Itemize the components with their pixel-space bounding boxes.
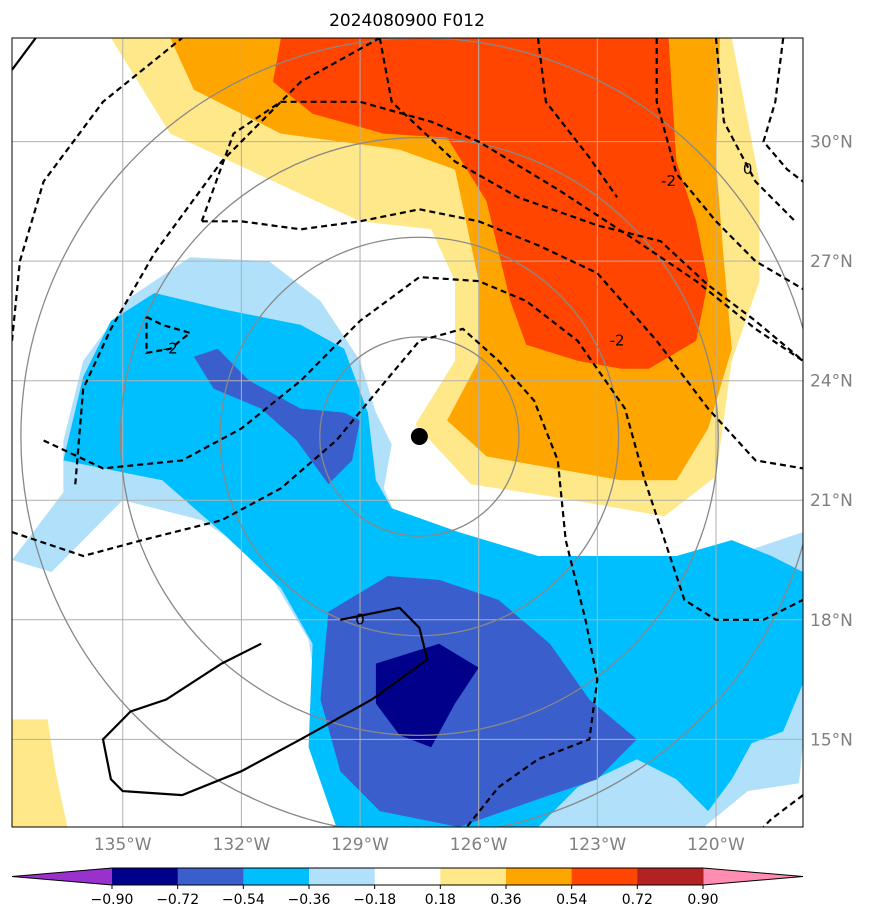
- fill-region-8: [375, 643, 479, 748]
- colorbar: −0.90 −0.72 −0.54 −0.36 −0.18 0.18 0.36 0.54 0.7…: [11, 867, 804, 908]
- shaded-fields: [12, 38, 803, 827]
- colorbar-label-9: 0.72: [622, 892, 653, 908]
- fill-region-9: [12, 719, 68, 827]
- colorbar-label-4: −0.36: [288, 892, 331, 908]
- colorbar-label-6: 0.18: [425, 892, 456, 908]
- lon-tick-label-6: 120°W: [687, 835, 745, 855]
- contour-line-9: [655, 38, 803, 290]
- colorbar-extend-high: [703, 868, 803, 885]
- lon-tick-label-2: 132°W: [213, 835, 271, 855]
- fill-region-5: [63, 293, 803, 827]
- colorbar-swatch-1: [112, 868, 179, 885]
- lon-tick-label-5: 123°W: [568, 835, 626, 855]
- contour-line-15: [101, 606, 429, 797]
- map-plot-area: -2 -2 -2 0 0: [12, 38, 803, 827]
- longitude-tick-labels: 135°W 132°W 129°W 126°W 123°W 120°W: [94, 835, 745, 855]
- latitude-tick-labels: 15°N 18°N 21°N 24°N 27°N 30°N: [810, 133, 853, 751]
- fill-region-6: [193, 348, 360, 485]
- colorbar-swatch-2: [177, 868, 244, 885]
- colorbar-swatch-5: [374, 868, 441, 885]
- lon-tick-label-4: 126°W: [450, 835, 508, 855]
- colorbar-label-10: 0.90: [687, 892, 718, 908]
- contour-line-2: [74, 38, 381, 485]
- contour-line-1: [12, 38, 183, 341]
- contour-line-4: [43, 275, 803, 621]
- chart-title: 2024080900 F012: [329, 11, 485, 31]
- contour-label-1: -2: [163, 339, 178, 357]
- lat-tick-label-2: 18°N: [810, 611, 853, 631]
- range-ring-2: [219, 236, 620, 637]
- lat-tick-label-4: 24°N: [810, 372, 853, 392]
- lat-tick-label-6: 30°N: [810, 133, 853, 153]
- colorbar-swatch-9: [637, 868, 704, 885]
- range-rings: [20, 38, 803, 827]
- contour-label-5: 0: [355, 610, 365, 628]
- contour-line-7: [378, 38, 803, 362]
- contour-line-10: [714, 38, 796, 223]
- contour-labels: -2 -2 -2 0 0: [163, 160, 753, 628]
- fill-region-3: [273, 38, 709, 369]
- contour-line-6: [200, 100, 803, 362]
- contour-line-5: [201, 208, 803, 470]
- contour-label-4: 0: [743, 160, 753, 178]
- colorbar-label-3: −0.54: [222, 892, 265, 908]
- colorbar-label-7: 0.36: [490, 892, 521, 908]
- storm-center-marker: [410, 427, 428, 445]
- colorbar-swatch-8: [571, 868, 638, 885]
- contour-label-3: -2: [610, 331, 625, 349]
- contour-line-14: [12, 38, 37, 71]
- lat-tick-label-1: 15°N: [810, 730, 853, 750]
- colorbar-swatch-6: [440, 868, 507, 885]
- range-ring-1: [319, 336, 520, 537]
- contour-line-13: [762, 794, 803, 827]
- contour-label-2: -2: [661, 172, 676, 190]
- contour-line-11: [762, 38, 803, 183]
- lat-tick-label-3: 21°N: [810, 491, 853, 511]
- lon-tick-label-1: 135°W: [94, 835, 152, 855]
- range-ring-4: [20, 38, 803, 827]
- colorbar-label-1: −0.90: [91, 892, 134, 908]
- contour-line-3: [12, 327, 599, 827]
- contour-lines: [12, 38, 803, 827]
- colorbar-swatch-3: [243, 868, 310, 885]
- colorbar-label-2: −0.72: [156, 892, 199, 908]
- colorbar-swatch-4: [309, 868, 376, 885]
- contour-line-12: [145, 315, 193, 355]
- colorbar-extend-low: [12, 868, 112, 885]
- colorbar-label-5: −0.18: [353, 892, 396, 908]
- lat-tick-label-5: 27°N: [810, 252, 853, 272]
- range-ring-3: [119, 136, 719, 736]
- map-frame: [11, 37, 804, 828]
- contour-line-8: [536, 38, 619, 199]
- colorbar-swatch-7: [506, 868, 573, 885]
- colorbar-label-8: 0.54: [556, 892, 587, 908]
- lon-tick-label-3: 129°W: [331, 835, 389, 855]
